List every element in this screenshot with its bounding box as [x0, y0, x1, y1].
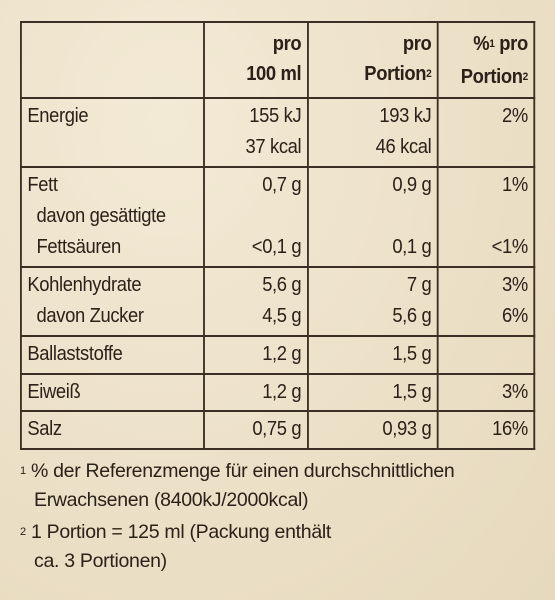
header-per-label-2: pro: [402, 33, 432, 55]
header-pct-portion: %1 pro Portion2: [436, 21, 536, 99]
label-energie: Energie: [19, 97, 206, 168]
footnote-1-mark: 1: [20, 465, 26, 477]
footnote-2-line-1: 1 Portion = 125 ml (Packung enthält: [25, 521, 332, 543]
ballast-value-100ml: 1,2 g: [262, 343, 302, 366]
salz-pct-value: 16%: [492, 418, 528, 441]
zucker-value-portion: 5,6 g: [392, 305, 432, 328]
footnote-1-line-1: % der Referenzmenge für einen durchschni…: [25, 460, 455, 482]
salz-per-100ml: 0,75 g: [203, 410, 309, 450]
header-portion-label: Portion: [364, 63, 427, 85]
nutrition-table: pro 100 ml pro Portion2 %1 pro Portion2 …: [19, 21, 536, 450]
energie-pct: 2%: [436, 97, 536, 168]
row-energie: Energie 155 kJ 37 kcal 193 kJ 46 kcal 2%: [19, 97, 536, 168]
footnote-ref-1: 1: [489, 38, 495, 50]
ballast-per-portion: 1,5 g: [306, 335, 439, 375]
fett-pct-value: 1%: [501, 173, 528, 196]
kh-pct: 3% 6%: [436, 266, 536, 338]
header-percent-sign: %: [473, 33, 490, 55]
footnote-1: 1 % der Referenzmenge für einen durchsch…: [20, 458, 540, 513]
eiweiss-pct: 3%: [436, 372, 536, 413]
fett-per-portion: 0,9 g 0,1 g: [306, 165, 439, 269]
eiweiss-value-portion: 1,5 g: [392, 380, 432, 403]
footnote-ref-2: 2: [426, 68, 432, 80]
fett-label: Fett: [27, 173, 58, 196]
footnote-ref-2b: 2: [522, 71, 529, 83]
ballast-pct: [436, 335, 536, 375]
footnote-2: 2 1 Portion = 125 ml (Packung enthält ca…: [20, 519, 540, 574]
label-eiweiss: Eiweiß: [19, 372, 206, 413]
eiweiss-value-100ml: 1,2 g: [262, 380, 302, 403]
salz-pct: 16%: [436, 410, 536, 450]
kh-per-portion: 7 g 5,6 g: [306, 266, 439, 338]
kohlenhydrate-label: Kohlenhydrate: [27, 274, 142, 297]
energie-kcal-100ml: 37 kcal: [245, 136, 302, 158]
kh-pct-value: 3%: [501, 274, 528, 297]
fett-sub-label-2: Fettsäuren: [36, 235, 122, 258]
energie-kj-portion: 193 kJ: [379, 105, 432, 127]
fett-value-portion: 0,9 g: [392, 173, 432, 196]
zucker-pct-value: 6%: [501, 305, 528, 328]
ballast-value-portion: 1,5 g: [392, 343, 432, 366]
salz-per-portion: 0,93 g: [306, 410, 439, 450]
fett-value-100ml: 0,7 g: [262, 173, 302, 196]
salz-label: Salz: [27, 418, 62, 441]
footnote-2-mark: 2: [20, 526, 26, 538]
header-100ml-label: 100 ml: [246, 63, 302, 85]
footnote-2-line-2: ca. 3 Portionen): [34, 550, 167, 572]
salz-value-100ml: 0,75 g: [252, 418, 302, 441]
row-ballaststoffe: Ballaststoffe 1,2 g 1,5 g: [19, 335, 536, 375]
zucker-label: davon Zucker: [36, 305, 144, 328]
header-per-portion: pro Portion2: [306, 21, 439, 99]
label-salz: Salz: [19, 410, 206, 450]
eiweiss-per-portion: 1,5 g: [306, 372, 439, 413]
fettsaeuren-value-100ml: <0,1 g: [251, 235, 302, 258]
header-portion-label-2: Portion: [460, 66, 523, 88]
header-per-label-3: pro: [494, 33, 528, 55]
nutrition-table-panel: pro 100 ml pro Portion2 %1 pro Portion2 …: [19, 21, 536, 450]
fett-pct: 1% <1%: [436, 165, 536, 269]
ballast-per-100ml: 1,2 g: [203, 335, 309, 375]
header-empty: [19, 21, 206, 99]
salz-value-portion: 0,93 g: [382, 418, 432, 441]
energie-kcal-portion: 46 kcal: [375, 136, 432, 158]
label-kohlenhydrate: Kohlenhydrate davon Zucker: [19, 266, 206, 338]
eiweiss-per-100ml: 1,2 g: [203, 372, 309, 413]
energie-pct-value: 2%: [501, 105, 528, 127]
eiweiss-pct-value: 3%: [501, 380, 528, 403]
footnotes: 1 % der Referenzmenge für einen durchsch…: [20, 458, 540, 580]
footnote-1-line-2: Erwachsenen (8400kJ/2000kcal): [34, 489, 309, 511]
row-salz: Salz 0,75 g 0,93 g 16%: [19, 410, 536, 450]
fett-sub-label-1: davon gesättigte: [36, 204, 167, 227]
ballaststoffe-label: Ballaststoffe: [27, 343, 123, 366]
energie-label: Energie: [27, 105, 89, 127]
header-per-label: pro: [272, 33, 302, 55]
row-fett: Fett davon gesättigte Fettsäuren 0,7 g <0…: [19, 165, 536, 269]
label-fett: Fett davon gesättigte Fettsäuren: [19, 165, 206, 269]
kh-value-portion: 7 g: [406, 274, 432, 297]
eiweiss-label: Eiweiß: [27, 380, 81, 403]
fett-per-100ml: 0,7 g <0,1 g: [203, 165, 309, 269]
energie-per-100ml: 155 kJ 37 kcal: [203, 97, 309, 168]
energie-per-portion: 193 kJ 46 kcal: [306, 97, 439, 168]
energie-kj-100ml: 155 kJ: [249, 105, 302, 127]
fettsaeuren-pct-value: <1%: [491, 235, 529, 258]
kh-value-100ml: 5,6 g: [262, 274, 302, 297]
row-eiweiss: Eiweiß 1,2 g 1,5 g 3%: [19, 372, 536, 413]
kh-per-100ml: 5,6 g 4,5 g: [203, 266, 309, 338]
header-per-100ml: pro 100 ml: [203, 21, 309, 99]
label-ballaststoffe: Ballaststoffe: [19, 335, 206, 375]
zucker-value-100ml: 4,5 g: [262, 305, 302, 328]
fettsaeuren-value-portion: 0,1 g: [392, 235, 432, 258]
header-row: pro 100 ml pro Portion2 %1 pro Portion2: [19, 21, 536, 99]
row-kohlenhydrate: Kohlenhydrate davon Zucker 5,6 g 4,5 g 7 …: [19, 266, 536, 338]
